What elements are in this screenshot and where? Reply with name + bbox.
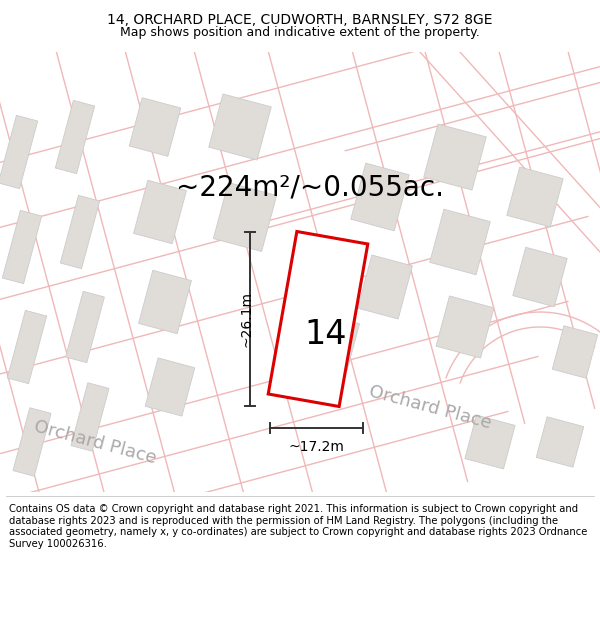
Polygon shape <box>134 180 187 244</box>
Text: Orchard Place: Orchard Place <box>32 417 158 467</box>
Polygon shape <box>71 382 109 451</box>
Polygon shape <box>536 417 584 468</box>
Polygon shape <box>310 314 359 370</box>
Text: Contains OS data © Crown copyright and database right 2021. This information is : Contains OS data © Crown copyright and d… <box>9 504 587 549</box>
Polygon shape <box>430 209 490 275</box>
Text: 14: 14 <box>305 318 347 351</box>
Polygon shape <box>436 296 494 358</box>
Text: ~17.2m: ~17.2m <box>289 441 344 454</box>
Polygon shape <box>13 408 51 476</box>
Polygon shape <box>465 415 515 469</box>
Polygon shape <box>65 291 104 362</box>
Text: 14, ORCHARD PLACE, CUDWORTH, BARNSLEY, S72 8GE: 14, ORCHARD PLACE, CUDWORTH, BARNSLEY, S… <box>107 13 493 27</box>
Polygon shape <box>424 124 486 190</box>
Text: ~224m²/~0.055ac.: ~224m²/~0.055ac. <box>176 173 444 201</box>
Polygon shape <box>214 182 277 251</box>
Polygon shape <box>209 94 271 160</box>
Polygon shape <box>513 248 567 307</box>
Polygon shape <box>129 98 181 156</box>
Polygon shape <box>145 358 195 416</box>
Polygon shape <box>358 255 412 319</box>
Text: Map shows position and indicative extent of the property.: Map shows position and indicative extent… <box>120 26 480 39</box>
Polygon shape <box>507 167 563 227</box>
Polygon shape <box>55 101 95 174</box>
Polygon shape <box>61 196 100 269</box>
Polygon shape <box>2 211 41 284</box>
Text: Orchard Place: Orchard Place <box>367 382 493 432</box>
Polygon shape <box>7 311 47 384</box>
Text: ~26.1m: ~26.1m <box>239 291 253 347</box>
Polygon shape <box>268 231 368 406</box>
Polygon shape <box>139 270 191 334</box>
Polygon shape <box>351 163 409 231</box>
Polygon shape <box>305 238 355 296</box>
Polygon shape <box>0 116 38 189</box>
Polygon shape <box>552 326 598 378</box>
